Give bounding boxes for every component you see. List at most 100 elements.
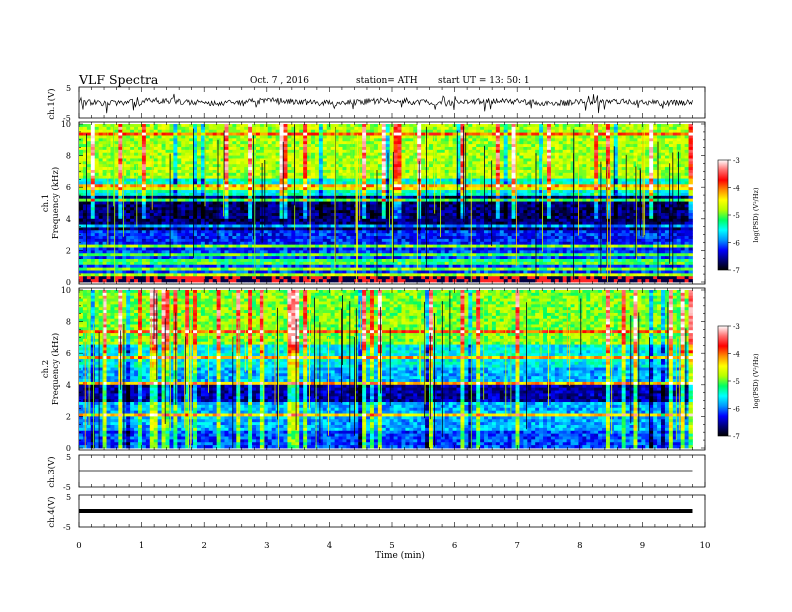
spec1-cell: [169, 161, 174, 165]
spec1-cell: [370, 201, 375, 205]
spec1-cell: [267, 178, 273, 182]
spec1-cell: [212, 190, 218, 194]
ch1-spectrogram-heatmap: [79, 124, 693, 283]
spec1-cell: [208, 187, 214, 191]
spec1-cell: [668, 172, 674, 177]
spec1-cell: [586, 169, 591, 174]
spec1-cell: [291, 155, 296, 159]
spec1-cell: [220, 207, 225, 211]
spec1-cell: [684, 155, 689, 159]
spec1-cell: [157, 169, 162, 174]
spec1-cell: [645, 124, 650, 128]
spec1-cell: [688, 141, 693, 145]
spec1-cell: [649, 141, 654, 145]
spec1-cell: [338, 161, 343, 165]
spec1-cell: [617, 138, 623, 142]
spec1-cell: [539, 184, 544, 188]
spec1-cell: [110, 155, 115, 159]
spec1-cell: [255, 172, 261, 177]
spec1-cell: [613, 167, 619, 171]
spec1-cell: [220, 161, 225, 165]
spec1-cell: [377, 172, 383, 177]
spec1-cell: [480, 149, 485, 154]
spec1-cell: [389, 204, 394, 208]
spec1-cell: [484, 164, 489, 168]
spec1-cell: [161, 161, 166, 165]
spec1-cell: [263, 124, 269, 128]
spec1-cell: [102, 161, 107, 165]
spec1-cell: [326, 132, 332, 136]
spec1-cell: [291, 167, 296, 171]
spec1-cell: [141, 146, 147, 151]
spec1-cell: [578, 201, 583, 205]
spec1-cell: [373, 187, 379, 191]
spec1-cell: [680, 184, 686, 188]
spec1-cell: [295, 201, 300, 205]
spec1-cell: [279, 152, 284, 156]
spec1-cell: [326, 152, 332, 156]
spec1-cell: [546, 149, 552, 154]
spec1-cell: [98, 195, 103, 200]
spec1-cell: [141, 175, 147, 179]
spec1-cell: [216, 207, 221, 211]
spec1-cell: [586, 190, 591, 194]
spec1-cell: [672, 167, 678, 171]
spec1-cell: [196, 135, 202, 139]
spec1-cell: [338, 158, 343, 162]
spec1-cell: [342, 210, 347, 214]
spec1-cell: [653, 207, 658, 211]
spec1-cell: [248, 129, 253, 134]
spec1-cell: [436, 144, 442, 148]
spec1-cell: [405, 184, 410, 188]
spec1-cell: [185, 195, 190, 200]
spec1-cell: [468, 164, 473, 168]
spec1-cell: [499, 126, 505, 131]
spec1-cell: [98, 190, 103, 194]
spec1-cell: [283, 129, 288, 134]
spec1-cell: [208, 167, 214, 171]
spec1-cell: [161, 124, 166, 128]
spec1-cell: [334, 201, 339, 205]
spec1-cell: [491, 169, 497, 174]
spec1-cell: [661, 184, 666, 188]
spec1-cell: [322, 132, 328, 136]
spec1-cell: [232, 164, 237, 168]
spec1-cell: [114, 129, 119, 134]
spec1-cell: [637, 141, 642, 145]
spec1-cell: [448, 144, 453, 148]
spec1-cell: [106, 192, 111, 197]
spec1-cell: [244, 161, 249, 165]
spec1-cell: [362, 138, 367, 142]
spec1-cell: [252, 132, 257, 136]
spec1-cell: [472, 207, 477, 211]
spec1-cell: [562, 124, 568, 128]
spec1-cell: [318, 169, 324, 174]
spec1-cell: [578, 169, 583, 174]
spec1-cell: [346, 138, 351, 142]
spec1-cell: [503, 181, 509, 185]
spec1-cell: [397, 181, 402, 185]
spec1-cell: [409, 198, 414, 202]
spec1-cell: [578, 195, 583, 200]
spec1-cell: [240, 129, 245, 134]
spec1-cell: [554, 124, 560, 128]
spec1-cell: [200, 187, 206, 191]
spec1-cell: [200, 146, 206, 151]
spec1-cell: [177, 138, 182, 142]
spec1-cell: [444, 181, 450, 185]
spec1-cell: [102, 192, 107, 197]
spec1-cell: [676, 207, 682, 211]
spec1-cell: [228, 184, 233, 188]
spec1-cell: [200, 181, 206, 185]
spec1-cell: [448, 164, 453, 168]
spec1-cell: [212, 132, 218, 136]
spec1-cell: [287, 141, 292, 145]
spec1-cell: [452, 149, 457, 154]
spec1-cell: [515, 164, 520, 168]
spec1-cell: [86, 126, 92, 131]
spec1-cell: [134, 152, 139, 156]
spec1-cell: [322, 155, 328, 159]
spec1-cell: [515, 207, 520, 211]
spec1-cell: [366, 175, 371, 179]
spec1-cell: [267, 155, 273, 159]
